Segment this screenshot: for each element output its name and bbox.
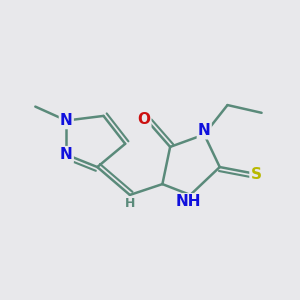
- Text: O: O: [137, 112, 150, 127]
- Text: H: H: [125, 197, 135, 210]
- Text: N: N: [198, 123, 211, 138]
- Text: S: S: [250, 167, 262, 182]
- Text: NH: NH: [176, 194, 202, 209]
- Text: N: N: [60, 113, 73, 128]
- Text: N: N: [60, 147, 73, 162]
